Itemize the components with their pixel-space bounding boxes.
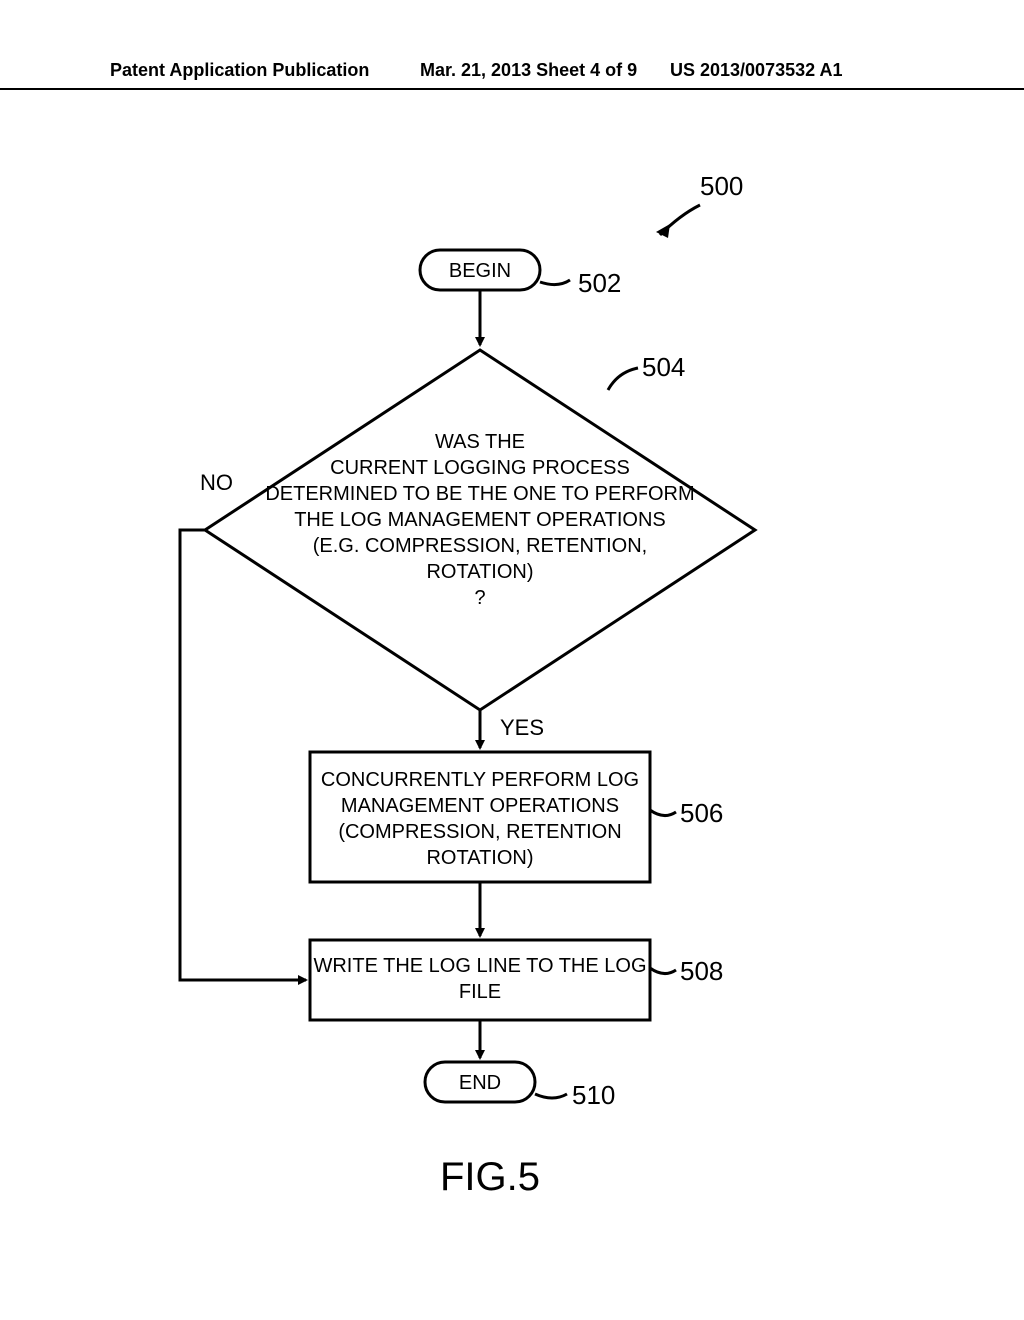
decision-line-0: WAS THE — [435, 431, 525, 453]
begin-ref: 502 — [578, 268, 621, 298]
end-ref: 510 — [572, 1080, 615, 1110]
page-header: Patent Application Publication Mar. 21, … — [0, 82, 1024, 90]
write-line-1: FILE — [459, 981, 501, 1003]
decision-line-2: DETERMINED TO BE THE ONE TO PERFORM — [265, 483, 694, 505]
figure-caption: FIG.5 — [440, 1155, 540, 1199]
write-ref: 508 — [680, 956, 723, 986]
yes-label: YES — [500, 715, 544, 740]
pointer-label: 500 — [700, 171, 743, 201]
process-ref: 506 — [680, 798, 723, 828]
process-line-3: ROTATION) — [426, 847, 533, 869]
process-line-0: CONCURRENTLY PERFORM LOG — [321, 769, 639, 791]
end-label: END — [459, 1072, 501, 1094]
process-line-2: (COMPRESSION, RETENTION — [338, 821, 621, 843]
process-line-1: MANAGEMENT OPERATIONS — [341, 795, 619, 817]
write-node: WRITE THE LOG LINE TO THE LOG FILE 508 — [310, 940, 723, 1020]
begin-node: BEGIN 502 — [420, 250, 621, 298]
flowchart: 500 BEGIN 502 WAS THE CURRENT LOGGING PR… — [0, 0, 1024, 1320]
decision-line-6: ? — [474, 587, 485, 609]
header-right: US 2013/0073532 A1 — [670, 60, 842, 81]
decision-line-1: CURRENT LOGGING PROCESS — [330, 457, 630, 479]
process-node: CONCURRENTLY PERFORM LOG MANAGEMENT OPER… — [310, 752, 723, 882]
decision-line-3: THE LOG MANAGEMENT OPERATIONS — [294, 509, 666, 531]
no-label: NO — [200, 470, 233, 495]
end-node: END 510 — [425, 1062, 615, 1110]
header-center: Mar. 21, 2013 Sheet 4 of 9 — [420, 60, 637, 81]
decision-ref: 504 — [642, 352, 685, 382]
edge-no-path — [180, 530, 306, 980]
figure-pointer: 500 — [656, 171, 743, 238]
write-line-0: WRITE THE LOG LINE TO THE LOG — [313, 955, 646, 977]
decision-node: WAS THE CURRENT LOGGING PROCESS DETERMIN… — [205, 350, 755, 710]
decision-line-4: (E.G. COMPRESSION, RETENTION, — [313, 535, 647, 557]
header-left: Patent Application Publication — [110, 60, 369, 81]
begin-label: BEGIN — [449, 260, 511, 282]
decision-line-5: ROTATION) — [426, 561, 533, 583]
